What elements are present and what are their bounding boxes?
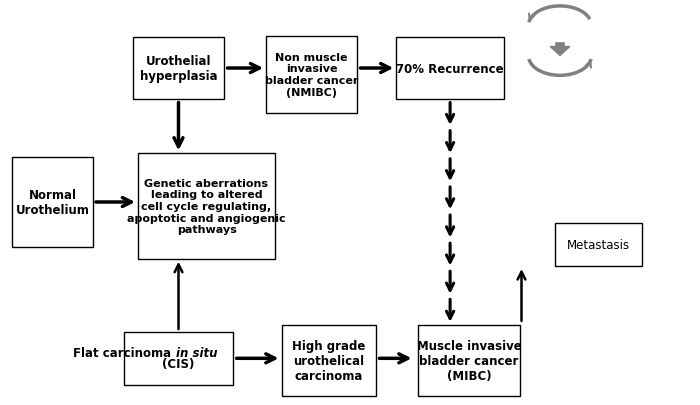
- Text: Metastasis: Metastasis: [567, 239, 630, 252]
- Text: Urothelial
hyperplasia: Urothelial hyperplasia: [140, 55, 217, 83]
- Text: Non muscle
invasive
bladder cancer
(NMIBC): Non muscle invasive bladder cancer (NMIB…: [265, 53, 358, 97]
- FancyBboxPatch shape: [419, 325, 519, 396]
- FancyBboxPatch shape: [12, 158, 92, 247]
- Text: Flat carcinoma: Flat carcinoma: [73, 346, 175, 359]
- FancyBboxPatch shape: [281, 325, 377, 396]
- FancyBboxPatch shape: [554, 224, 643, 266]
- Text: (CIS): (CIS): [162, 358, 195, 371]
- Text: Muscle invasive
bladder cancer
(MIBC): Muscle invasive bladder cancer (MIBC): [416, 339, 522, 382]
- FancyBboxPatch shape: [139, 154, 274, 259]
- FancyBboxPatch shape: [266, 36, 357, 113]
- FancyBboxPatch shape: [125, 332, 232, 385]
- FancyBboxPatch shape: [133, 38, 224, 100]
- FancyArrow shape: [550, 44, 570, 56]
- Text: 70% Recurrence: 70% Recurrence: [396, 62, 504, 75]
- Text: in situ: in situ: [176, 346, 217, 359]
- FancyBboxPatch shape: [396, 38, 504, 100]
- Text: High grade
urothelical
carcinoma: High grade urothelical carcinoma: [293, 339, 365, 382]
- Text: Genetic aberrations
leading to altered
cell cycle regulating,
apoptotic and angi: Genetic aberrations leading to altered c…: [127, 179, 286, 234]
- Text: Normal
Urothelium: Normal Urothelium: [15, 189, 90, 216]
